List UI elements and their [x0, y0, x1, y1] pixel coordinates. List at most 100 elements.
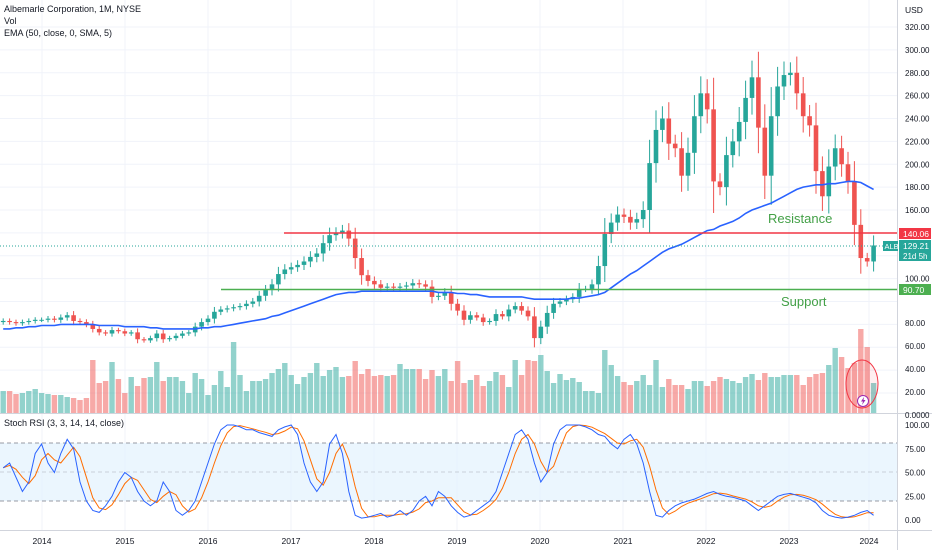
candle-body	[807, 116, 812, 126]
ema-legend[interactable]: EMA (50, close, 0, SMA, 5)	[4, 28, 113, 38]
candle-body	[64, 315, 70, 318]
volume-bar	[685, 389, 691, 413]
candle-body	[448, 292, 454, 304]
chart-title[interactable]: Albemarle Corporation, 1M, NYSE	[4, 4, 142, 14]
candle-body	[180, 333, 185, 336]
volume-bar	[429, 370, 435, 413]
candle-body	[288, 267, 294, 270]
candle-body	[685, 152, 691, 176]
volume-bar	[602, 350, 608, 413]
candle-body	[256, 295, 262, 302]
volume-legend[interactable]: Vol	[4, 16, 17, 26]
time-tick-label: 2017	[282, 536, 301, 546]
candle-body	[551, 303, 556, 313]
volume-bar	[339, 377, 346, 413]
candle-body	[564, 299, 569, 302]
volume-bar	[410, 369, 416, 413]
time-axis[interactable]: 2014 2015 2016 2017 2018 2019 2020 2021 2022 2023…	[33, 536, 879, 546]
volume-bar	[864, 347, 870, 413]
volume-bar	[102, 381, 109, 413]
candle-body	[736, 121, 742, 142]
candle-body	[378, 284, 384, 288]
volume-bar	[314, 363, 320, 413]
stoch-tick-label: 75.00	[905, 445, 926, 454]
volume-bar	[742, 377, 749, 413]
volume-bar	[646, 385, 653, 413]
lightning-icon	[861, 397, 866, 405]
volume-bar	[461, 383, 467, 413]
candle-body	[301, 261, 307, 265]
volume-bar	[531, 361, 538, 413]
candle-body	[404, 285, 409, 287]
candle-body	[794, 72, 800, 94]
candle-body	[820, 171, 825, 197]
volume-bar	[416, 369, 422, 413]
last-price-badge: 129.21 21d 5h	[899, 240, 931, 261]
volume-bar	[448, 381, 454, 413]
volume-bar	[282, 363, 288, 413]
candle-body	[608, 222, 614, 235]
candle-body	[212, 311, 217, 319]
volume-bar	[378, 375, 384, 413]
volume-bar	[358, 374, 365, 413]
volume-bar	[563, 380, 570, 413]
volume-bar	[320, 376, 326, 413]
price-tick-label: 80.00	[905, 319, 926, 328]
volume-bar	[365, 369, 371, 413]
candle-body	[589, 284, 595, 289]
chart-grid	[0, 0, 897, 530]
candle-body	[768, 116, 774, 176]
stoch-legend[interactable]: Stoch RSI (3, 3, 14, 14, close)	[4, 418, 125, 428]
volume-bar	[90, 360, 96, 413]
stoch-d-line	[3, 424, 874, 519]
volume-bar	[326, 370, 333, 413]
volume-bar	[672, 385, 678, 413]
stoch-axis[interactable]: 100.00 75.00 50.00 25.00 0.00	[905, 421, 930, 525]
volume-bar	[288, 375, 294, 413]
candle-body	[231, 307, 236, 309]
volume-bar	[474, 375, 480, 413]
candle-body	[532, 316, 537, 339]
candle-body	[858, 224, 864, 259]
volume-bar	[179, 381, 186, 413]
candle-body	[826, 166, 832, 197]
candle-body	[167, 338, 172, 340]
volume-bar	[762, 373, 768, 413]
candle-body	[103, 332, 108, 334]
candle-body	[333, 232, 339, 236]
currency-label[interactable]: USD	[905, 5, 923, 15]
candle-body	[416, 283, 422, 285]
volume-bar	[256, 381, 262, 413]
candle-body	[410, 283, 416, 286]
volume-bar	[390, 375, 397, 413]
candle-body	[135, 332, 140, 340]
candle-body	[397, 286, 403, 288]
resistance-price-badge: 140.06	[899, 228, 931, 239]
candle-body	[320, 243, 326, 254]
candle-body	[672, 143, 678, 149]
volume-bar	[58, 395, 64, 413]
volume-bar	[352, 361, 358, 413]
volume-bar	[211, 385, 218, 413]
volume-bar	[506, 387, 512, 413]
candle-body	[576, 288, 582, 297]
price-tick-label: 20.00	[905, 388, 926, 397]
stoch-tick-label: 100.00	[905, 421, 930, 430]
candle-body	[295, 264, 300, 268]
volume-bar	[736, 383, 742, 413]
candle-body	[282, 269, 288, 275]
volume-bar	[794, 375, 800, 413]
volume-bar	[691, 381, 698, 413]
volume-bar	[582, 391, 589, 413]
volume-bar	[589, 391, 595, 413]
candle-body	[711, 109, 716, 182]
volume-bar	[77, 400, 83, 413]
legend-stoch: Stoch RSI (3, 3, 14, 14, close)	[4, 418, 124, 428]
volume-bar	[851, 363, 858, 413]
volume-bar	[301, 377, 307, 413]
symbol-badge[interactable]: ALB	[883, 241, 899, 251]
volume-bar	[525, 360, 531, 413]
price-tick-label: 320.00	[905, 23, 930, 32]
candle-body	[500, 314, 505, 317]
